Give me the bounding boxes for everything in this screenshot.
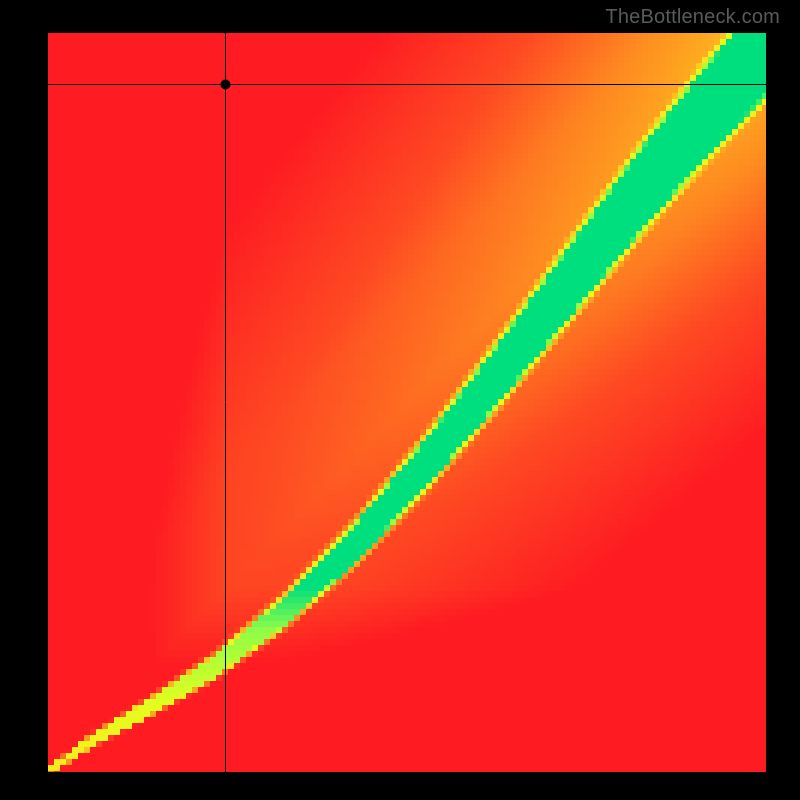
heatmap-canvas xyxy=(48,33,766,772)
heatmap-plot xyxy=(48,33,766,772)
watermark-text: TheBottleneck.com xyxy=(605,6,780,29)
chart-container: TheBottleneck.com xyxy=(0,0,800,800)
